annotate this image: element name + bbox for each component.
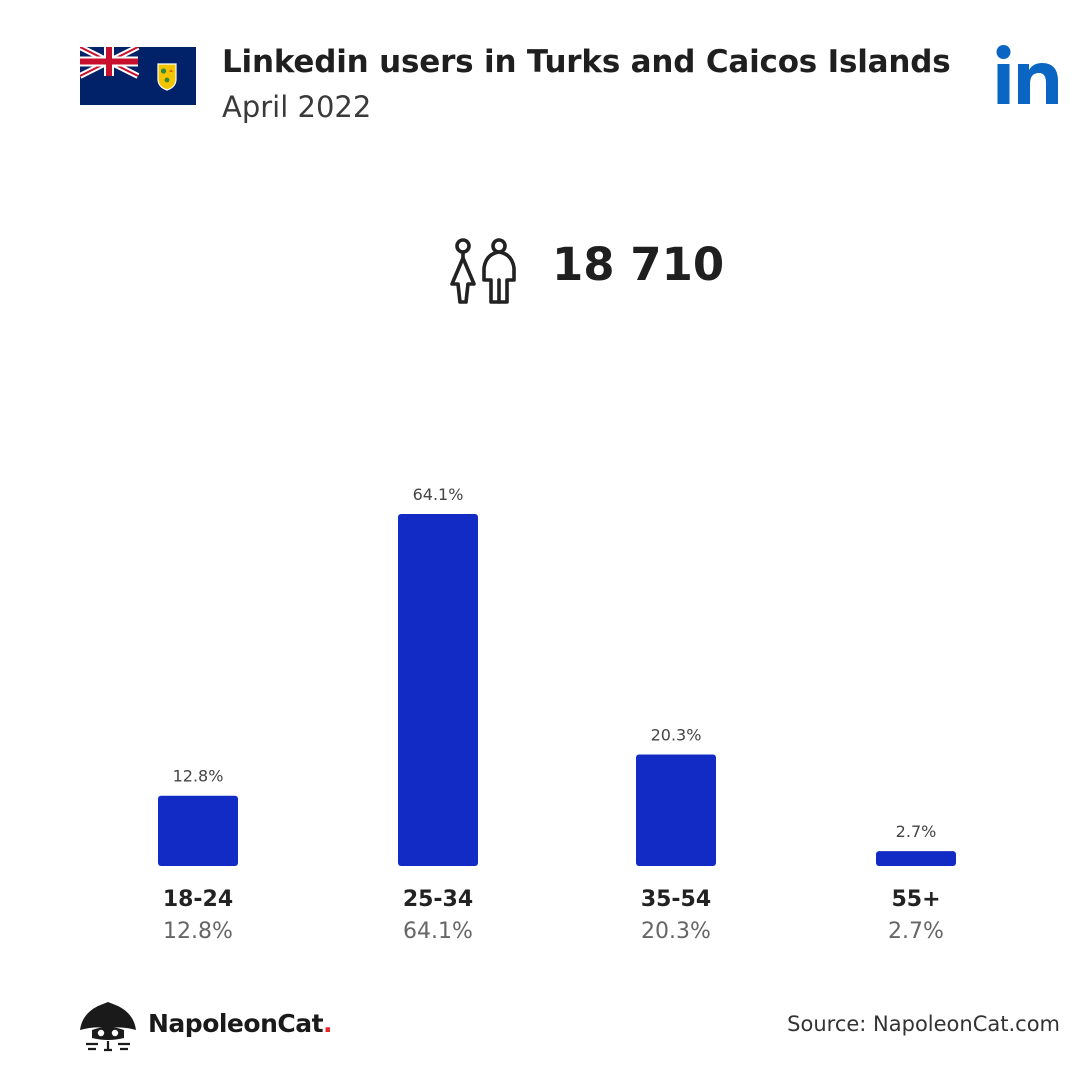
category-label: 35-54 [641, 887, 711, 912]
category-percent-label: 12.8% [163, 919, 233, 944]
bar-data-label: 2.7% [896, 822, 937, 841]
category-label: 25-34 [403, 887, 473, 912]
page-subtitle: April 2022 [222, 90, 372, 124]
bar-25-34 [398, 514, 478, 866]
brand-name: NapoleonCat. [148, 1009, 333, 1038]
category-percent-label: 64.1% [403, 919, 473, 944]
bar-data-label: 12.8% [173, 767, 224, 786]
total-users-value: 18 710 [552, 238, 725, 291]
flag-turks-and-caicos-icon [80, 47, 196, 105]
bar-data-label: 20.3% [651, 726, 702, 745]
napoleoncat-logo-icon [80, 1002, 136, 1052]
category-label: 55+ [891, 887, 940, 912]
napoleoncat-logo: NapoleonCat. [78, 1000, 338, 1052]
bar-18-24 [158, 795, 238, 866]
bar-35-54 [636, 754, 716, 866]
bar-55+ [876, 851, 956, 866]
linkedin-logo-icon: in [996, 45, 1058, 104]
category-label: 18-24 [163, 887, 233, 912]
page-title: Linkedin users in Turks and Caicos Islan… [222, 44, 951, 80]
brand-dot: . [323, 1009, 333, 1038]
brand-name-text: NapoleonCat [148, 1009, 324, 1038]
users-icon [450, 238, 516, 304]
category-percent-label: 20.3% [641, 919, 711, 944]
category-percent-label: 2.7% [888, 919, 944, 944]
source-credit: Source: NapoleonCat.com [787, 1012, 1060, 1036]
bar-data-label: 64.1% [413, 485, 464, 504]
